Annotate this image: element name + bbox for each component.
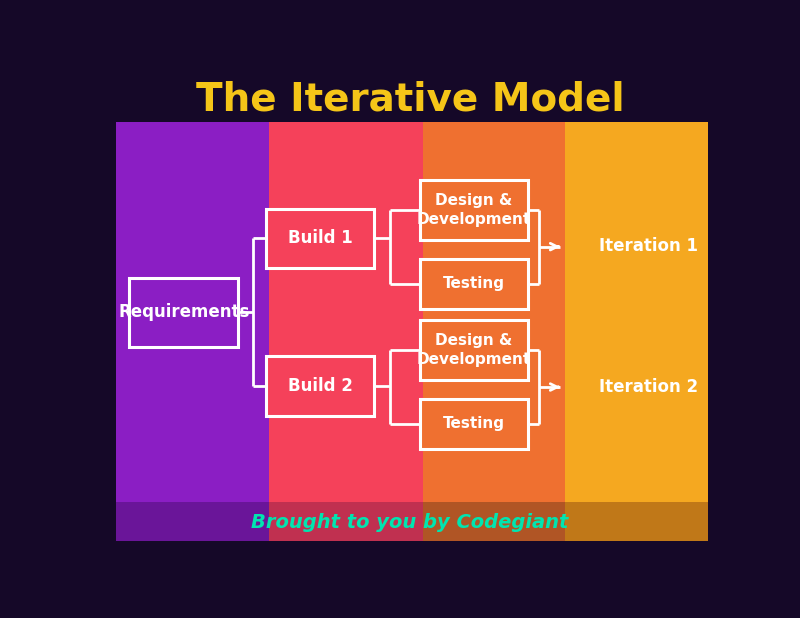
- Text: The Iterative Model: The Iterative Model: [196, 81, 624, 119]
- Bar: [266, 356, 374, 415]
- Bar: [115, 122, 270, 502]
- Bar: [566, 122, 708, 502]
- Bar: [115, 502, 270, 541]
- Bar: [420, 399, 528, 449]
- Text: Testing: Testing: [443, 276, 505, 291]
- Text: Brought to you by Codegiant: Brought to you by Codegiant: [251, 513, 569, 532]
- Bar: [420, 320, 528, 380]
- Bar: [270, 122, 423, 502]
- Text: Iteration 1: Iteration 1: [599, 237, 698, 255]
- Bar: [420, 258, 528, 308]
- Bar: [423, 122, 566, 502]
- Bar: [420, 180, 528, 240]
- Text: Design &
Development: Design & Development: [417, 333, 531, 367]
- Bar: [130, 277, 238, 347]
- Text: Build 2: Build 2: [288, 377, 353, 395]
- Bar: [266, 209, 374, 268]
- Text: Build 1: Build 1: [288, 229, 353, 247]
- Text: Iteration 2: Iteration 2: [599, 378, 698, 396]
- Text: Design &
Development: Design & Development: [417, 193, 531, 227]
- Bar: [270, 502, 423, 541]
- Text: Requirements: Requirements: [118, 303, 250, 321]
- Text: Testing: Testing: [443, 417, 505, 431]
- Bar: [566, 502, 708, 541]
- Bar: [423, 502, 566, 541]
